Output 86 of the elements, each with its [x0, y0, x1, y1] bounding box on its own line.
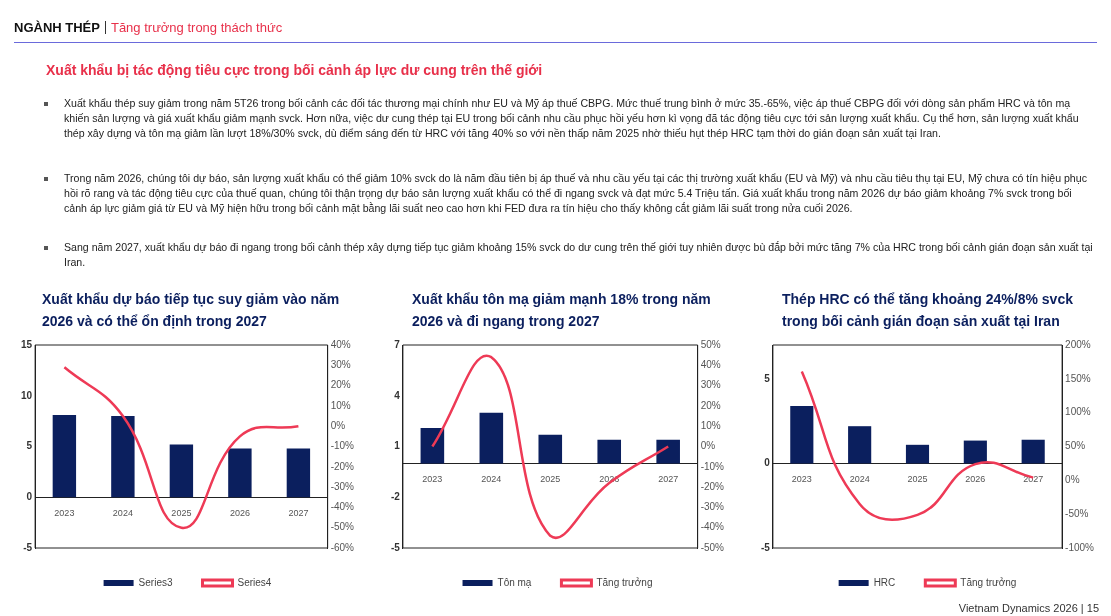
y2-tick-label: 200% — [1065, 338, 1091, 350]
bar — [905, 444, 930, 464]
y2-tick-label: 100% — [1065, 406, 1091, 418]
legend-label: Tăng trưởng — [960, 576, 1017, 588]
y-tick-label: 15 — [21, 338, 33, 350]
y2-tick-label: 0% — [330, 419, 346, 431]
text: Tăng trưởng trong thách thức — [110, 20, 283, 35]
bar — [169, 444, 194, 498]
x-tick-label: 2024 — [112, 508, 133, 519]
y-tick-label: -2 — [390, 491, 401, 502]
y2-tick-label: 50% — [1065, 440, 1086, 452]
y2-tick-label: -60% — [330, 541, 355, 553]
y2-tick-label: 20% — [700, 399, 721, 411]
y-tick-label: -5 — [23, 541, 33, 553]
y2-tick-label: -50% — [700, 541, 725, 553]
bar — [597, 439, 622, 464]
chart-title: Xuất khẩu tôn mạ giảm mạnh 18% trong năm 2026 và đi ngang trong 2027 — [412, 290, 712, 331]
bar — [420, 427, 445, 464]
bar — [1021, 439, 1045, 464]
legend-label: HRC — [873, 576, 896, 588]
text: Xuất khẩu thép suy giảm trong năm 5T26 trong bối cảnh các đối tác thương mại chính như EU và Mỹ áp thuế CBPG. Mức thuế trung bình ở mức 35.-65%, việc áp thuế CBPG đối với dòng sản phẩm HRC và tôn mạ khiến sản lượng và giá xuất khẩu giảm mạnh svck. Hơn nữa, việc dư cung thép tại EU trong bối cảnh nhu cầu phục hồi yếu hơn kì vọng đã tác động tiêu cực tới sản lượng xuất khẩu. Cụ thể hơn, sản lượng xuất khẩu thép xây dựng và tôn mạ giảm lần lượt 18%/30% svck, dù điểm sáng đến từ HRC với tăng 40% so với nền thấp năm 2025 nhờ thiếu hụt thép HRC tạm thời do gián đoạn sản xuất tại Iran. — [44, 96, 1094, 141]
y-tick-label: 10 — [21, 389, 33, 401]
y-tick-label: 4 — [394, 389, 401, 401]
x-tick-label: 2024 — [849, 474, 870, 485]
legend-label: Series3 — [138, 576, 173, 588]
legend-label: Series4 — [237, 576, 272, 588]
chart-title: Thép HRC có thể tăng khoảng 24%/8% svck trong bối cảnh gián đoạn sản xuất tại Iran — [782, 290, 1074, 331]
bar — [790, 405, 814, 464]
x-tick-label: 2026 — [965, 474, 986, 485]
y2-tick-label: 30% — [700, 379, 721, 391]
bar — [52, 415, 77, 498]
y-tick-label: -5 — [760, 541, 771, 553]
x-tick-label: 2023 — [422, 474, 443, 485]
y2-tick-label: 10% — [330, 399, 351, 411]
y2-tick-label: 40% — [330, 338, 351, 350]
y2-tick-label: 150% — [1065, 372, 1091, 384]
y-tick-label: 5 — [26, 440, 33, 452]
y2-tick-label: 20% — [330, 379, 351, 391]
bar — [479, 412, 504, 464]
bar — [228, 448, 252, 498]
y2-tick-label: 30% — [330, 359, 351, 371]
y2-tick-label: -40% — [330, 501, 355, 513]
bar — [111, 416, 135, 498]
y2-tick-label: -40% — [700, 521, 725, 533]
text: Xuất khẩu bị tác động tiêu cực trong bối cảnh áp lực dư cung trên thế giới — [46, 62, 543, 78]
bar — [848, 426, 872, 464]
y2-tick-label: -30% — [330, 480, 355, 492]
x-tick-label: 2027 — [658, 474, 679, 485]
y-tick-label: -5 — [390, 541, 401, 553]
x-tick-label: 2026 — [229, 508, 250, 519]
text: Sang năm 2027, xuất khẩu dự báo đi ngang trong bối cảnh thép xây dựng tiếp tục giảm khoảng 15% svck do dư cung trên thế giới tuy nhiên được bù đắp bởi mức tăng 7% của HRC trong bối cảnh gián đoạn sản xuất tại Iran. — [44, 240, 1094, 270]
x-tick-label: 2023 — [54, 508, 75, 519]
y-tick-label: 7 — [394, 338, 401, 350]
x-tick-label: 2023 — [791, 474, 812, 485]
text: Trong năm 2026, chúng tôi dự báo, sản lượng xuất khẩu có thể giảm 10% svck do là năm đầu tiên bị áp thuế và nhu cầu yếu tại các thị trường xuất khẩu (EU và Mỹ) và nhu cầu tiêu thụ tại EU, Mỹ chưa có tín hiệu phục hồi rõ rang và tác động tiêu cực của thuế quan, chúng tôi thận trọng dự báo sản lượng xuất khẩu có thể đi ngang svck và đạt mức 5.4 Triệu tấn. Giá xuất khẩu trong năm 2026 dự báo giảm khoảng 7% svck trong bối cảnh áp lực giảm giá từ EU và Mỹ hiện hữu trong bối cảnh mặt bằng lãi suất neo cao hơn khi FED đưa ra tín hiệu cho thấy không cắt giảm lãi suất trong nửa cuối 2026. — [44, 171, 1094, 216]
text: Vietnam Dynamics 2026 | 15 — [958, 602, 1099, 614]
text: NGÀNH THÉP — [14, 20, 100, 35]
x-tick-label: 2024 — [481, 474, 502, 485]
bar — [286, 448, 311, 498]
y-tick-label: 0 — [764, 457, 771, 469]
y2-tick-label: 0% — [700, 440, 716, 452]
y2-tick-label: 0% — [1065, 474, 1080, 486]
y2-tick-label: -10% — [700, 460, 725, 472]
bar — [538, 434, 563, 464]
y2-tick-label: 40% — [700, 359, 721, 371]
y-tick-label: 5 — [764, 372, 771, 384]
legend-label: Tôn mạ — [497, 576, 532, 588]
y2-tick-label: -50% — [1065, 507, 1089, 519]
x-tick-label: 2025 — [171, 508, 192, 519]
y2-tick-label: -20% — [700, 480, 725, 492]
y-tick-label: 0 — [26, 491, 33, 502]
y2-tick-label: -20% — [330, 460, 355, 472]
y2-tick-label: -50% — [330, 521, 355, 533]
bar — [963, 440, 987, 464]
y2-tick-label: -100% — [1065, 541, 1095, 553]
y-tick-label: 1 — [394, 440, 401, 452]
x-tick-label: 2027 — [288, 508, 309, 519]
chart-title: Xuất khẩu dự báo tiếp tục suy giảm vào năm 2026 và có thể ổn định trong 2027 — [42, 290, 341, 331]
x-tick-label: 2025 — [540, 474, 561, 485]
bar — [656, 439, 680, 464]
y2-tick-label: 10% — [700, 419, 721, 431]
y2-tick-label: 50% — [700, 338, 721, 350]
y2-tick-label: -30% — [700, 501, 725, 513]
legend-label: Tăng trưởng — [596, 576, 653, 588]
x-tick-label: 2025 — [907, 474, 928, 485]
y2-tick-label: -10% — [330, 440, 355, 452]
